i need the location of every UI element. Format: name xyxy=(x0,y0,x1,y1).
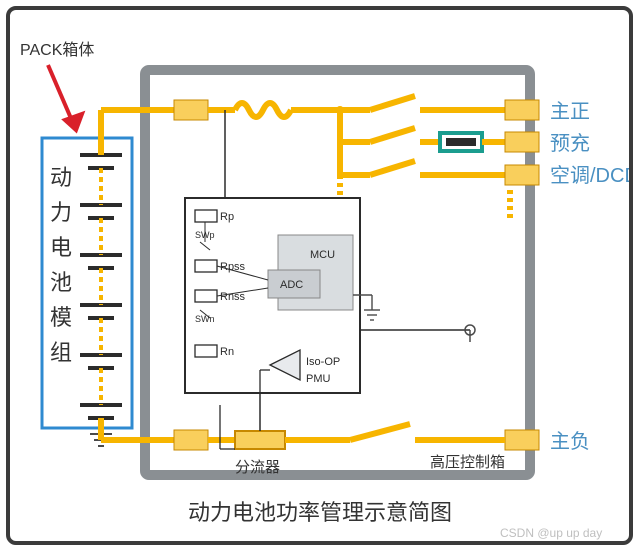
rnss-label: Rnss xyxy=(220,291,246,303)
watermark: CSDN @up up day xyxy=(500,526,602,540)
main-negative-label: 主负 xyxy=(550,430,590,453)
battery-module-label: 动 力 电 池 模 组 xyxy=(50,165,72,365)
iso-op-label: Iso-OP xyxy=(306,356,340,368)
shunt-label: 分流器 xyxy=(235,459,280,476)
main-negative-relay xyxy=(350,424,505,440)
battery-module-char-6: 组 xyxy=(50,340,72,365)
battery-module-char-2: 力 xyxy=(50,200,72,225)
battery-module-char-1: 动 xyxy=(50,165,72,190)
outer-frame: 动 力 电 池 模 组 xyxy=(6,6,633,545)
rpss-label: Rpss xyxy=(220,261,246,273)
precharge-resistor-core xyxy=(446,138,476,146)
adc-label: ADC xyxy=(280,279,303,291)
wall-connector-bottom xyxy=(174,430,208,450)
positive-bus-inside xyxy=(208,103,340,117)
pmu-label: PMU xyxy=(306,373,331,385)
wall-connector-top xyxy=(174,100,208,120)
arrow-red-icon xyxy=(48,65,82,130)
main-positive-relay xyxy=(340,96,510,110)
precharge-branch xyxy=(340,110,440,142)
battery-cells xyxy=(80,155,122,446)
pack-enclosure-label: PACK箱体 xyxy=(20,41,94,59)
shunt xyxy=(235,431,285,449)
swn-label: SWn xyxy=(195,314,215,324)
precharge-label: 预充 xyxy=(550,132,590,155)
battery-module-char-5: 模 xyxy=(50,305,72,330)
main-positive-label: 主正 xyxy=(550,100,590,123)
battery-module-char-4: 池 xyxy=(50,270,72,295)
rp-label: Rp xyxy=(220,211,234,223)
acdcdc-label: 空调/DCDC xyxy=(550,164,629,187)
mcu-label: MCU xyxy=(310,249,335,261)
battery-module-char-3: 电 xyxy=(50,235,72,260)
rn-label: Rn xyxy=(220,346,234,358)
acdcdc-branch xyxy=(340,142,510,175)
diagram-canvas: 动 力 电 池 模 组 xyxy=(10,10,629,541)
hv-control-box-label: 高压控制箱 xyxy=(430,454,505,471)
diagram-title: 动力电池功率管理示意简图 xyxy=(188,500,452,525)
